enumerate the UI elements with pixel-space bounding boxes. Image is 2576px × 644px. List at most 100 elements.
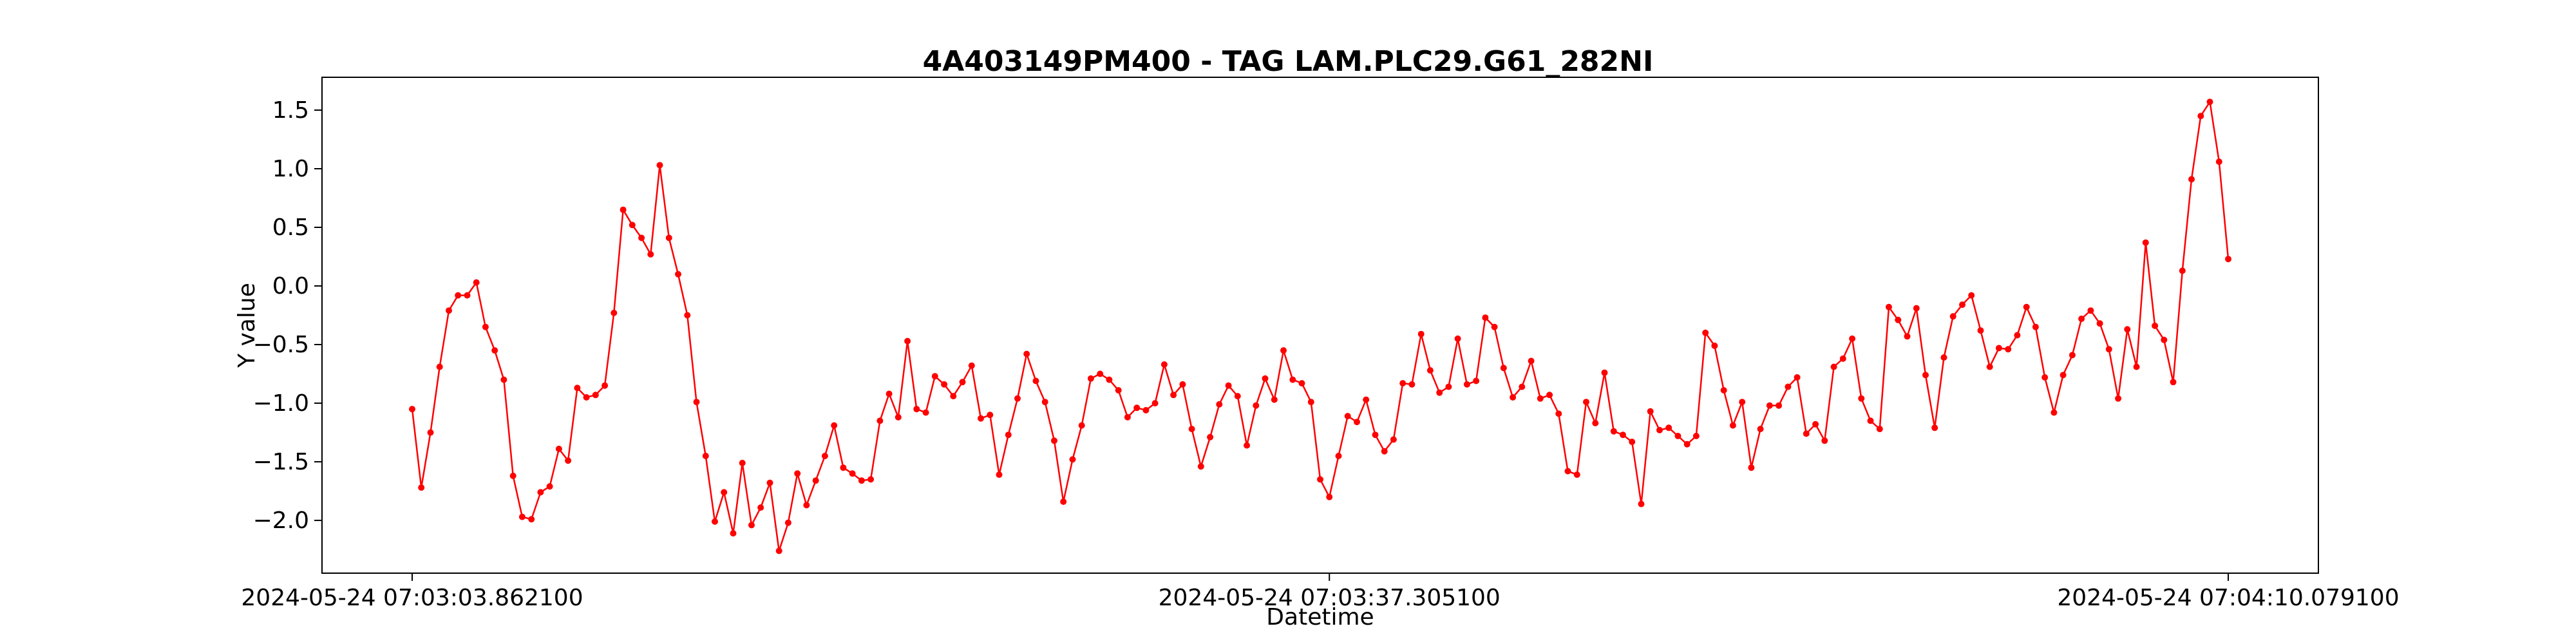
data-point — [1298, 380, 1305, 387]
data-point — [1656, 426, 1663, 433]
data-point — [1601, 369, 1608, 376]
data-point — [1463, 381, 1470, 388]
data-point — [1573, 471, 1580, 478]
data-point — [1216, 401, 1223, 408]
data-point — [803, 502, 810, 509]
data-point — [2115, 395, 2122, 402]
data-point — [840, 464, 847, 471]
data-point — [1106, 376, 1113, 383]
data-point — [601, 382, 609, 389]
data-point — [1399, 380, 1406, 387]
data-point — [482, 323, 489, 330]
data-point — [1546, 392, 1553, 399]
data-point — [1674, 433, 1681, 439]
data-point — [1739, 399, 1746, 406]
data-point — [1244, 442, 1251, 449]
data-point — [1757, 426, 1764, 433]
data-point — [537, 489, 544, 496]
data-point — [1922, 372, 1929, 379]
data-point — [2188, 176, 2195, 183]
data-point — [2161, 336, 2168, 343]
data-point — [1372, 431, 1379, 439]
data-point — [1537, 395, 1544, 402]
data-point — [1280, 347, 1287, 354]
data-point — [1858, 395, 1865, 402]
data-point — [509, 472, 516, 479]
data-point — [1629, 439, 1636, 446]
data-point — [684, 312, 691, 319]
data-point — [1720, 387, 1727, 393]
data-point — [721, 489, 728, 496]
data-point — [1097, 370, 1104, 377]
data-point — [1968, 292, 1975, 299]
data-point — [794, 470, 801, 477]
data-point — [1986, 363, 1993, 370]
data-point — [2206, 99, 2213, 106]
data-point — [464, 292, 471, 299]
data-point — [1995, 345, 2002, 352]
x-axis-label: Datetime — [1266, 604, 1374, 630]
data-point — [1197, 463, 1204, 470]
data-point — [1683, 440, 1690, 448]
y-tick-label: 0.0 — [272, 273, 309, 299]
data-point — [2023, 303, 2030, 310]
data-point — [996, 471, 1003, 478]
data-point — [922, 409, 929, 416]
plot-area-frame — [321, 77, 2319, 574]
data-point — [1620, 431, 1626, 439]
y-tick-label: 1.0 — [272, 156, 309, 182]
y-tick-label: −1.5 — [253, 449, 309, 475]
data-point — [2215, 158, 2222, 166]
data-point — [775, 547, 782, 554]
data-point — [1326, 493, 1333, 500]
data-point — [2152, 322, 2159, 329]
data-point — [638, 234, 645, 242]
data-point — [2005, 346, 2012, 353]
data-point — [1124, 413, 1131, 421]
x-tick-label: 2024-05-24 07:04:10.079100 — [2057, 585, 2399, 611]
data-point — [2032, 323, 2039, 330]
data-point — [1776, 402, 1783, 409]
data-point — [886, 390, 893, 397]
y-tick-label: 0.5 — [272, 214, 309, 241]
data-point — [1711, 342, 1718, 349]
data-point — [418, 484, 425, 491]
data-point — [1638, 500, 1645, 507]
data-point — [647, 251, 654, 258]
data-point — [1417, 330, 1425, 337]
data-point — [693, 399, 700, 406]
data-point — [1051, 437, 1057, 444]
data-points — [409, 99, 2231, 554]
y-axis-ticks: 1.5 1.0 0.5 0.0 −0.5 −1.0 −1.5 −2.0 — [253, 97, 322, 534]
data-point — [565, 457, 572, 464]
data-point — [1647, 408, 1654, 415]
data-point — [1949, 313, 1956, 320]
data-point — [1959, 301, 1965, 308]
y-tick-label: −0.5 — [253, 332, 309, 358]
data-point — [1390, 436, 1397, 443]
data-point — [867, 476, 875, 483]
data-point — [1564, 468, 1571, 475]
data-point — [1867, 417, 1874, 424]
data-point — [1766, 402, 1773, 409]
data-point — [528, 516, 535, 523]
data-point — [629, 222, 636, 229]
data-point — [1317, 476, 1323, 483]
y-tick-label: −2.0 — [253, 507, 309, 534]
data-point — [583, 394, 590, 401]
data-point — [2124, 326, 2131, 333]
data-point — [1886, 303, 1892, 310]
data-point — [1032, 377, 1039, 384]
data-point — [978, 415, 984, 422]
data-point — [748, 522, 755, 529]
data-point — [757, 504, 764, 511]
data-point — [1821, 437, 1828, 444]
data-point — [1445, 383, 1452, 390]
data-point — [2087, 307, 2094, 314]
data-point — [1151, 400, 1159, 407]
data-point — [941, 381, 948, 388]
data-point — [1849, 335, 1856, 342]
data-point — [1555, 410, 1562, 417]
data-point — [1839, 355, 1846, 362]
data-point — [1519, 383, 1526, 390]
